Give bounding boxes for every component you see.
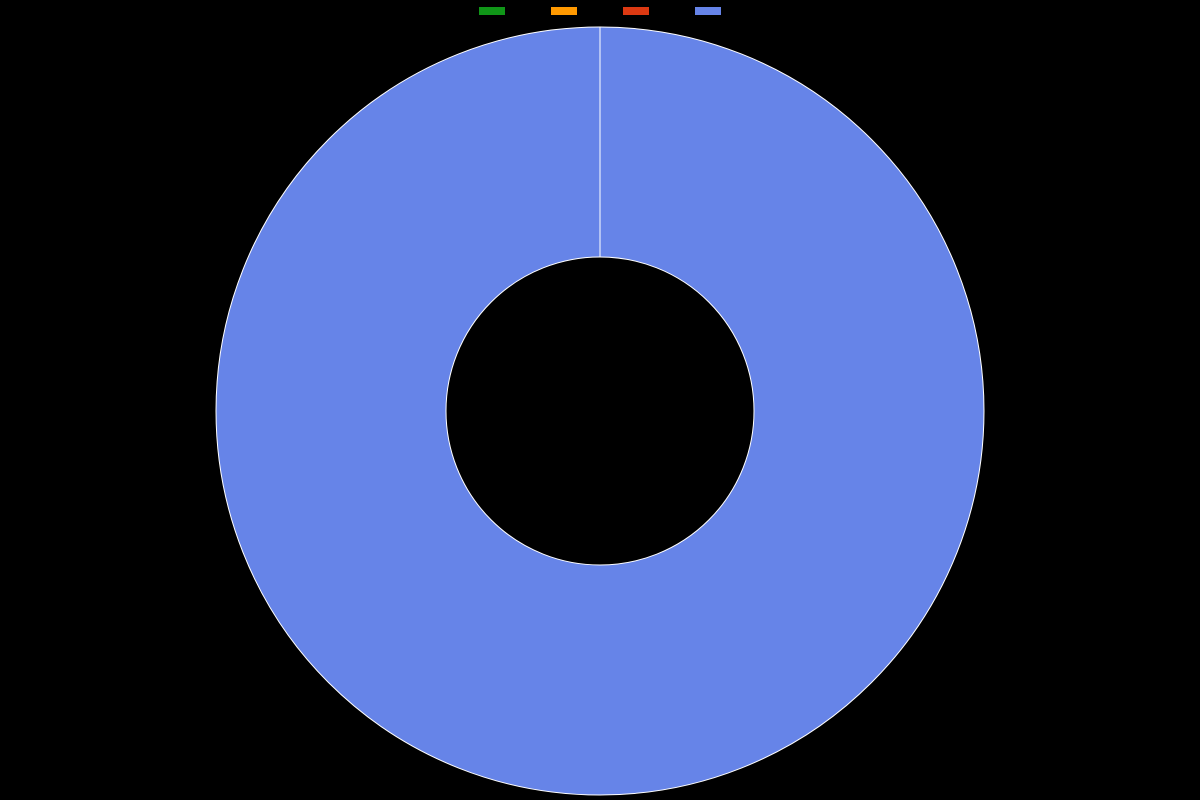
donut-svg [0,22,1200,800]
legend-item-3[interactable] [694,6,722,16]
legend-swatch-1 [550,6,578,16]
legend-item-2[interactable] [622,6,650,16]
legend-swatch-0 [478,6,506,16]
donut-slices [216,27,984,795]
legend-item-1[interactable] [550,6,578,16]
legend-swatch-2 [622,6,650,16]
legend-item-0[interactable] [478,6,506,16]
legend-swatch-3 [694,6,722,16]
donut-hole [446,257,754,565]
chart-canvas [0,0,1200,800]
donut-chart [0,22,1200,800]
legend [0,6,1200,16]
